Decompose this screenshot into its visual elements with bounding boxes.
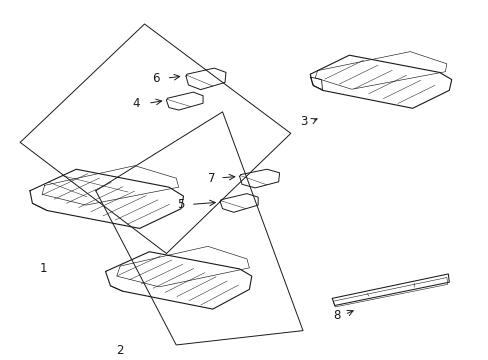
Text: 1: 1: [40, 262, 47, 275]
Text: 2: 2: [116, 344, 123, 357]
Text: 8: 8: [333, 309, 340, 322]
Text: 7: 7: [207, 172, 215, 185]
Text: 4: 4: [132, 98, 140, 111]
Text: 3: 3: [300, 116, 307, 129]
Text: 5: 5: [177, 198, 184, 211]
Text: 6: 6: [152, 72, 159, 85]
